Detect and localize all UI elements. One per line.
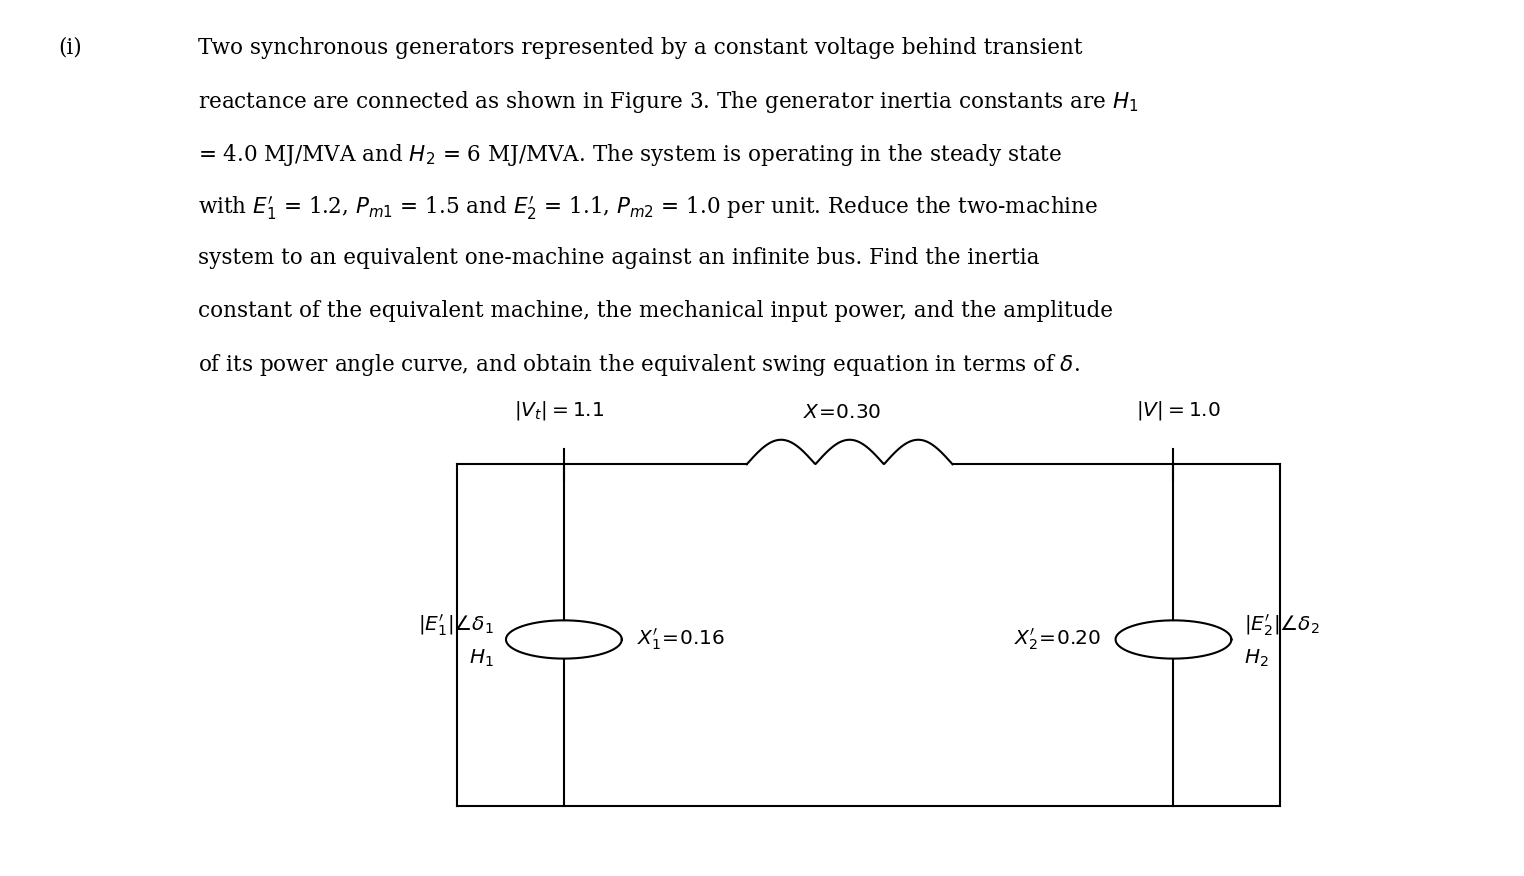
Text: $|E^{\prime}_2|\angle\delta_2$: $|E^{\prime}_2|\angle\delta_2$ [1244, 612, 1320, 639]
Text: = 4.0 MJ/MVA and $H_2$ = 6 MJ/MVA. The system is operating in the steady state: = 4.0 MJ/MVA and $H_2$ = 6 MJ/MVA. The s… [198, 142, 1062, 168]
Text: with $E^{\prime}_1$ = 1.2, $P_{m1}$ = 1.5 and $E^{\prime}_2$ = 1.1, $P_{m2}$ = 1: with $E^{\prime}_1$ = 1.2, $P_{m1}$ = 1.… [198, 194, 1099, 222]
Text: $H_1$: $H_1$ [469, 648, 494, 669]
Text: constant of the equivalent machine, the mechanical input power, and the amplitud: constant of the equivalent machine, the … [198, 300, 1113, 321]
Text: $H_2$: $H_2$ [1244, 648, 1268, 669]
Text: $|E^{\prime}_1|\angle\delta_1$: $|E^{\prime}_1|\angle\delta_1$ [418, 612, 494, 639]
Text: $X^{\prime}_2\!=\!0.20$: $X^{\prime}_2\!=\!0.20$ [1013, 626, 1100, 653]
Text: $|V_t|=1.1$: $|V_t|=1.1$ [514, 399, 605, 422]
Text: of its power angle curve, and obtain the equivalent swing equation in terms of $: of its power angle curve, and obtain the… [198, 352, 1081, 378]
Text: $X^{\prime}_1\!=\!0.16$: $X^{\prime}_1\!=\!0.16$ [637, 626, 725, 653]
Text: $X\!=\!0.30$: $X\!=\!0.30$ [803, 403, 881, 422]
Text: system to an equivalent one-machine against an infinite bus. Find the inertia: system to an equivalent one-machine agai… [198, 247, 1039, 269]
Text: (i): (i) [58, 37, 82, 59]
Text: reactance are connected as shown in Figure 3. The generator inertia constants ar: reactance are connected as shown in Figu… [198, 89, 1138, 116]
Text: Two synchronous generators represented by a constant voltage behind transient: Two synchronous generators represented b… [198, 37, 1082, 59]
Text: $|V|=1.0$: $|V|=1.0$ [1135, 399, 1221, 422]
